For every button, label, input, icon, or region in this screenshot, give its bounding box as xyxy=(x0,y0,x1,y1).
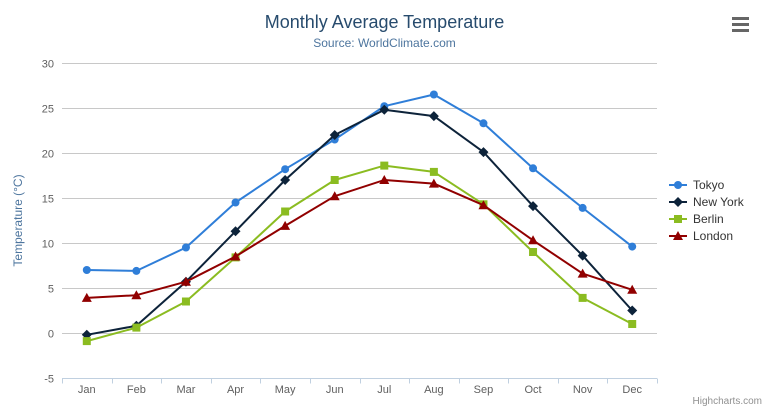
y-axis-tick-label: 15 xyxy=(42,194,54,206)
berlin-series-marker-icon xyxy=(667,213,689,225)
data-point-marker[interactable] xyxy=(82,337,91,346)
circle-marker-glyph xyxy=(669,180,687,189)
data-point-marker[interactable] xyxy=(131,290,142,300)
new-york-series-marker-icon xyxy=(667,196,689,208)
data-point-marker[interactable] xyxy=(82,266,91,274)
x-axis-tick-label: Sep xyxy=(474,384,494,396)
legend-marker-shape xyxy=(673,230,683,240)
x-axis-tick-label: Mar xyxy=(176,384,195,396)
triangle-marker-glyph xyxy=(669,230,687,240)
legend-label: Berlin xyxy=(693,211,724,226)
data-point-marker[interactable] xyxy=(577,250,588,261)
london-series-marker-icon xyxy=(667,230,689,242)
data-point-marker[interactable] xyxy=(628,320,637,328)
data-point-marker[interactable] xyxy=(280,220,291,230)
series-new-york[interactable] xyxy=(81,104,638,340)
legend-marker-shape xyxy=(674,180,682,189)
highcharts-credit-link[interactable]: Highcharts.com xyxy=(692,396,762,407)
data-point-marker[interactable] xyxy=(379,104,390,115)
data-point-marker[interactable] xyxy=(577,268,588,278)
x-axis-tick-label: Jul xyxy=(377,384,391,396)
y-axis-tick-label: -5 xyxy=(44,374,54,386)
data-point-marker[interactable] xyxy=(180,276,191,286)
data-point-marker[interactable] xyxy=(578,293,587,302)
data-point-marker[interactable] xyxy=(330,176,339,184)
y-axis-tick-label: 20 xyxy=(42,149,54,161)
data-point-marker[interactable] xyxy=(627,305,638,316)
legend-item-tokyo[interactable]: Tokyo xyxy=(667,176,744,193)
hamburger-bar xyxy=(732,23,749,26)
square-marker-glyph xyxy=(669,214,687,223)
data-point-marker[interactable] xyxy=(379,175,390,184)
series-line[interactable] xyxy=(85,179,634,299)
x-axis-tick-label: May xyxy=(275,384,296,396)
data-point-marker[interactable] xyxy=(528,201,539,212)
legend-marker-shape xyxy=(673,196,683,207)
hamburger-bar xyxy=(732,17,749,20)
data-point-marker[interactable] xyxy=(132,266,141,275)
data-point-marker[interactable] xyxy=(528,235,539,245)
hamburger-menu-icon[interactable] xyxy=(732,17,749,32)
x-axis-tick-label: Feb xyxy=(127,384,146,396)
y-axis-title: Temperature (°C) xyxy=(11,174,25,266)
data-point-marker[interactable] xyxy=(181,297,190,306)
data-point-marker[interactable] xyxy=(281,207,290,216)
chart-title: Monthly Average Temperature xyxy=(264,12,505,32)
data-point-marker[interactable] xyxy=(329,130,340,140)
series-line[interactable] xyxy=(85,93,634,272)
x-axis-tick-label: Jun xyxy=(326,384,344,396)
legend-item-berlin[interactable]: Berlin xyxy=(667,210,744,227)
legend-label: New York xyxy=(693,194,744,209)
series-line[interactable] xyxy=(85,164,634,343)
data-point-marker[interactable] xyxy=(181,243,190,252)
legend-label: London xyxy=(693,228,734,243)
data-point-marker[interactable] xyxy=(230,226,241,237)
data-point-marker[interactable] xyxy=(478,147,489,158)
y-axis-tick-label: 25 xyxy=(42,104,54,116)
data-point-marker[interactable] xyxy=(627,284,638,294)
x-axis-tick-label: Aug xyxy=(424,384,444,396)
data-point-marker[interactable] xyxy=(478,200,489,210)
x-axis-tick-label: Apr xyxy=(227,384,244,396)
data-point-marker[interactable] xyxy=(429,167,438,176)
data-point-marker[interactable] xyxy=(479,119,488,128)
y-axis-tick-label: 10 xyxy=(42,239,54,251)
data-point-marker[interactable] xyxy=(578,203,587,212)
data-point-marker[interactable] xyxy=(429,90,438,99)
data-point-marker[interactable] xyxy=(380,161,389,170)
data-point-marker[interactable] xyxy=(280,175,291,185)
legend-marker-shape xyxy=(674,214,682,223)
y-axis-tick-label: 30 xyxy=(42,59,54,71)
y-axis-tick-label: 5 xyxy=(48,284,54,296)
chart-subtitle: Source: WorldClimate.com xyxy=(313,36,456,50)
data-point-marker[interactable] xyxy=(529,164,538,173)
legend-label: Tokyo xyxy=(693,177,725,192)
x-axis-tick-label: Nov xyxy=(573,384,593,396)
data-point-marker[interactable] xyxy=(428,178,439,188)
data-point-marker[interactable] xyxy=(132,323,141,332)
legend-item-new-york[interactable]: New York xyxy=(667,193,744,210)
data-point-marker[interactable] xyxy=(628,242,637,251)
hamburger-bar xyxy=(732,29,749,32)
x-axis-tick-label: Dec xyxy=(622,384,642,396)
data-point-marker[interactable] xyxy=(81,292,92,302)
data-point-marker[interactable] xyxy=(281,165,290,174)
series-london[interactable] xyxy=(81,175,638,302)
legend-item-london[interactable]: London xyxy=(667,227,744,244)
data-point-marker[interactable] xyxy=(329,191,340,201)
data-point-marker[interactable] xyxy=(231,198,240,207)
y-axis-tick-label: 0 xyxy=(48,329,54,341)
data-point-marker[interactable] xyxy=(230,251,241,261)
data-point-marker[interactable] xyxy=(529,248,538,256)
data-point-marker[interactable] xyxy=(428,111,439,122)
series-tokyo[interactable] xyxy=(82,90,637,275)
x-axis-tick-label: Oct xyxy=(524,384,541,396)
tokyo-series-marker-icon xyxy=(667,179,689,191)
x-axis-tick-label: Jan xyxy=(78,384,96,396)
legend: Tokyo New York Berlin London xyxy=(667,176,744,244)
diamond-marker-glyph xyxy=(669,196,687,207)
series-line[interactable] xyxy=(85,108,634,336)
